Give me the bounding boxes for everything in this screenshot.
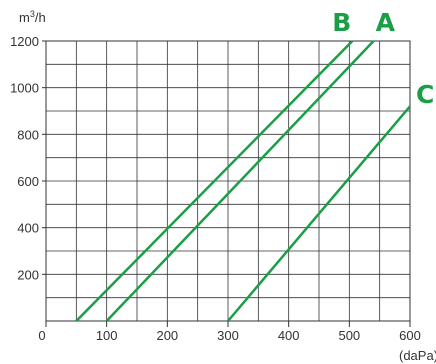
x-tick-label: 100 <box>96 328 118 343</box>
y-tick-label: 800 <box>17 127 39 142</box>
series-label-c: C <box>416 80 434 109</box>
y-tick-label: 1000 <box>10 81 39 96</box>
y-tick-label: 200 <box>17 267 39 282</box>
x-tick-label: 400 <box>278 328 300 343</box>
x-tick-labels: 0 100 200 300 400 500 600 <box>38 328 420 343</box>
x-tick-label: 300 <box>217 328 239 343</box>
series-label-b: B <box>332 8 351 37</box>
x-axis-unit: (daPa) <box>399 348 436 363</box>
y-axis-unit: m3/h <box>19 9 46 25</box>
y-tick-label: 400 <box>17 221 39 236</box>
y-tick-label: 1200 <box>10 34 39 49</box>
x-tick-label: 500 <box>338 328 360 343</box>
chart-axes <box>42 40 411 327</box>
x-tick-label: 200 <box>156 328 178 343</box>
series-line-a <box>105 40 375 322</box>
series-labels: AB C <box>332 8 434 109</box>
series-label-a: A <box>376 8 396 37</box>
x-tick-label: 0 <box>38 328 45 343</box>
x-tick-label: 600 <box>399 328 421 343</box>
chart-series <box>75 40 411 322</box>
chart-grid <box>46 41 410 321</box>
y-tick-labels: 200 400 600 800 1000 1200 <box>10 34 39 282</box>
series-line-b <box>75 40 354 322</box>
series-line-c <box>227 105 411 322</box>
y-tick-label: 600 <box>17 174 39 189</box>
